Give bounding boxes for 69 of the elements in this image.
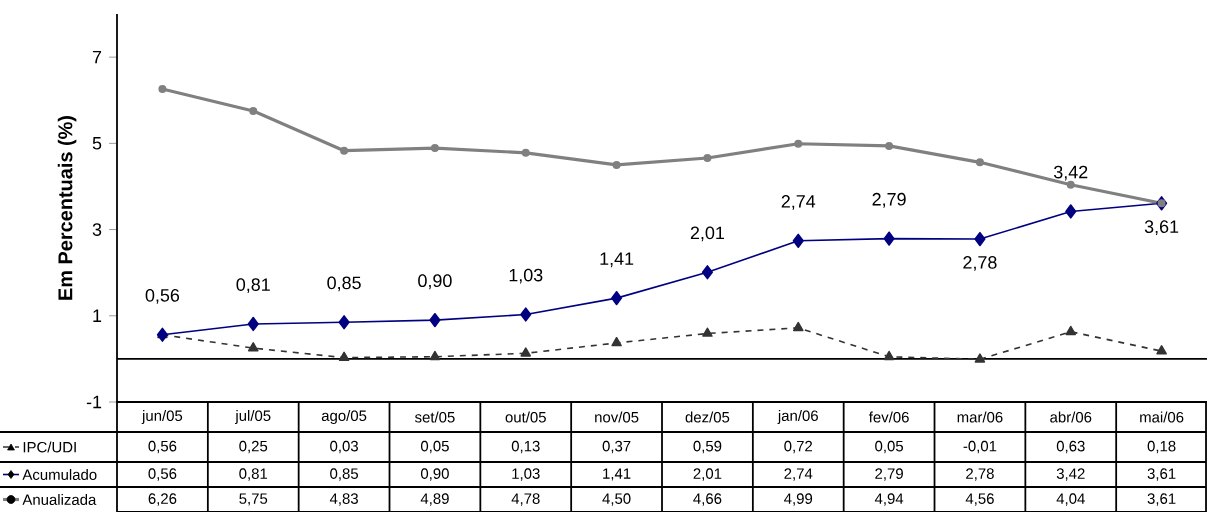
- data-label: 4,66: [693, 493, 722, 506]
- data-label: 2,79: [875, 468, 903, 481]
- y-tick-label: 7: [92, 50, 102, 64]
- y-axis-title: Em Percentuais (%): [57, 116, 77, 300]
- text: 1,03: [509, 268, 543, 284]
- data-label: 0,81: [239, 468, 268, 481]
- data-label: 4,89: [420, 493, 449, 506]
- data-label: 2,74: [784, 468, 813, 481]
- data-label: 4,83: [329, 493, 358, 506]
- data-label: 2,01: [693, 468, 722, 481]
- data-label: 4,94: [874, 493, 904, 506]
- data-label: 0,56: [148, 468, 177, 481]
- legend-label: IPC/UDI: [23, 441, 76, 453]
- legend-label: Anualizada: [22, 494, 97, 505]
- x-tick-label: jul/05: [235, 410, 271, 424]
- data-label: 4,04: [1056, 493, 1085, 506]
- data-label: 3,61: [1147, 468, 1176, 481]
- data-label: 4,99: [784, 493, 813, 506]
- legend-label: Acumulado: [22, 469, 97, 480]
- data-label: 4,78: [511, 493, 540, 506]
- data-label: 0,59: [693, 440, 722, 454]
- data-label: 0,85: [330, 468, 358, 481]
- x-tick-label: out/05: [505, 411, 546, 423]
- data-label: 0,05: [420, 440, 449, 454]
- data-label: 0,05: [875, 440, 904, 454]
- data-label: 1,41: [603, 468, 631, 481]
- data-label: 1,03: [512, 468, 540, 481]
- text: 3,42: [1054, 165, 1088, 181]
- x-tick-label: mar/06: [957, 411, 1003, 423]
- text: 0,56: [145, 288, 180, 304]
- text: 0,81: [236, 278, 270, 294]
- x-tick-label: jun/05: [141, 410, 183, 424]
- data-label: 5,75: [239, 493, 268, 506]
- data-label: 0,13: [511, 440, 540, 454]
- data-label: 6,26: [148, 493, 177, 506]
- x-tick-label: dez/05: [685, 411, 730, 423]
- x-tick-label: fev/06: [868, 411, 909, 423]
- data-label: -0,01: [963, 440, 997, 454]
- data-label: 0,72: [784, 440, 813, 454]
- x-tick-label: abr/06: [1050, 411, 1092, 423]
- data-label: 0,56: [148, 440, 177, 454]
- text: 3,61: [1144, 220, 1179, 236]
- text: 2,74: [781, 195, 816, 210]
- x-tick-label: ago/05: [321, 410, 367, 424]
- text: 2,79: [872, 192, 906, 208]
- data-label: 4,50: [602, 493, 631, 506]
- x-tick-label: nov/05: [595, 411, 639, 423]
- text: 1,41: [600, 252, 634, 268]
- data-label: 4,56: [965, 493, 994, 506]
- text: 0,85: [327, 276, 361, 292]
- x-tick-label: set/05: [414, 411, 455, 423]
- data-label: 3,42: [1056, 468, 1085, 481]
- data-label: 0,25: [239, 440, 268, 454]
- y-tick-label: -1: [86, 395, 102, 409]
- text: 0,90: [418, 274, 452, 290]
- data-label: 3,61: [1147, 493, 1176, 506]
- y-tick-label: 1: [93, 309, 102, 322]
- data-label: 0,03: [330, 440, 358, 454]
- x-tick-label: mai/06: [1140, 411, 1184, 423]
- data-label: 0,18: [1147, 440, 1176, 454]
- y-tick-label: 5: [92, 137, 102, 150]
- x-tick-label: jan/06: [777, 410, 818, 424]
- data-label: 0,37: [602, 440, 631, 454]
- data-label: 0,90: [420, 468, 449, 481]
- data-label: 0,63: [1056, 440, 1085, 454]
- y-tick-label: 3: [92, 223, 102, 236]
- text: 2,78: [963, 256, 997, 271]
- text: 2,01: [690, 226, 724, 242]
- data-label: 2,78: [966, 468, 994, 481]
